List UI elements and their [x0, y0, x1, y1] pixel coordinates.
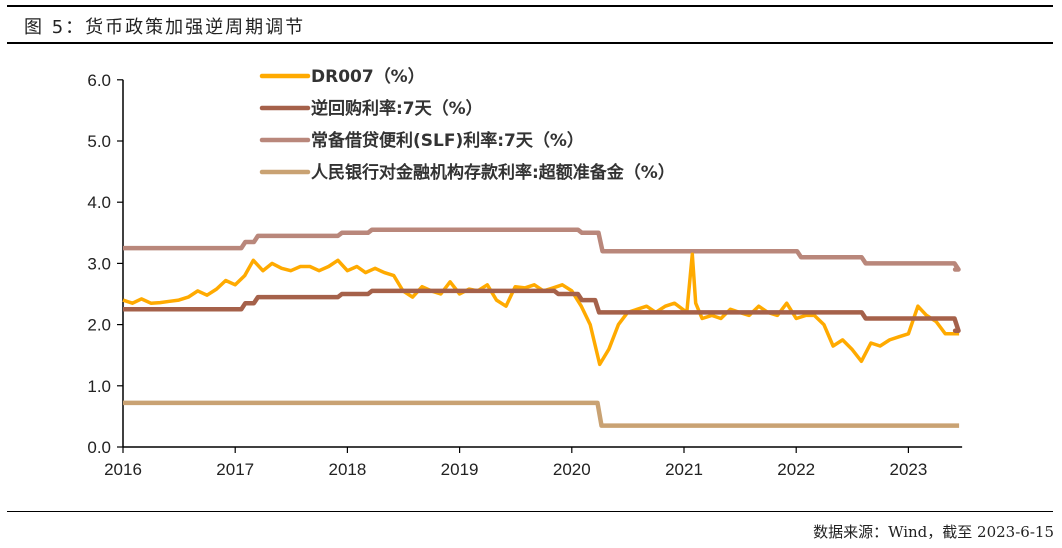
series-line-1: [123, 288, 961, 333]
title-rule: [7, 42, 1053, 44]
x-tick-label: 2021: [665, 460, 703, 479]
y-tick-label: 4.0: [87, 193, 111, 212]
legend-label: 逆回购利率:7天（%）: [311, 98, 483, 119]
x-tick-label: 2019: [441, 460, 479, 479]
series-line-3: [123, 400, 960, 428]
legend-label: 常备借贷便利(SLF)利率:7天（%）: [311, 130, 584, 151]
y-tick-label: 0.0: [87, 438, 111, 457]
y-tick-label: 5.0: [87, 132, 111, 151]
legend-label: 人民银行对金融机构存款利率:超额准备金（%）: [311, 162, 675, 183]
x-tick-label: 2023: [889, 460, 927, 479]
x-tick-label: 2022: [777, 460, 815, 479]
y-tick-label: 2.0: [87, 316, 111, 335]
y-tick-label: 3.0: [87, 254, 111, 273]
legend-label: DR007（%）: [311, 66, 425, 87]
bottom-rule: [7, 511, 1053, 512]
source-note: 数据来源：Wind，截至 2023-6-15: [813, 523, 1054, 541]
x-tick-label: 2016: [104, 460, 142, 479]
series-line-2: [123, 227, 961, 272]
top-rule: [7, 5, 1053, 7]
x-tick-label: 2017: [216, 460, 254, 479]
y-tick-label: 6.0: [87, 71, 111, 90]
x-tick-label: 2020: [553, 460, 591, 479]
figure-title: 图 5：货币政策加强逆周期调节: [24, 17, 306, 38]
series-line-0: [122, 252, 960, 367]
y-tick-label: 1.0: [87, 377, 111, 396]
x-tick-label: 2018: [328, 460, 366, 479]
